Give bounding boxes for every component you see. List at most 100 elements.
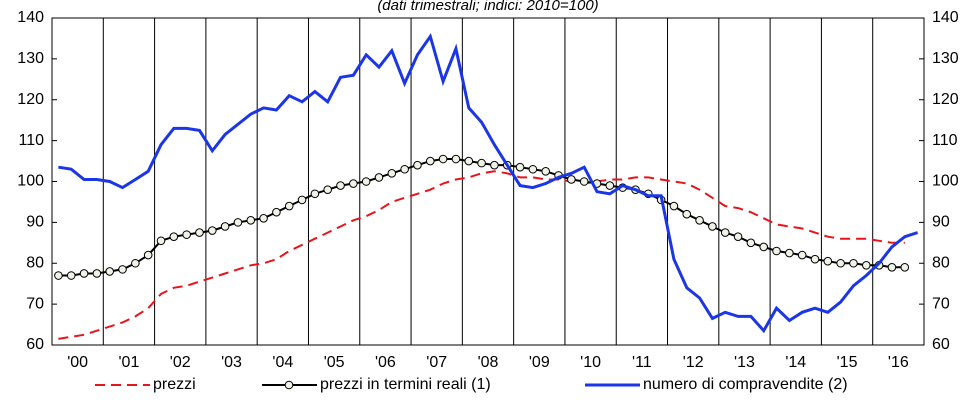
series-marker	[207, 226, 217, 235]
legend-label: prezzi in termini reali (1)	[320, 376, 491, 393]
series-marker	[490, 160, 499, 170]
series-marker	[720, 228, 730, 237]
series-marker	[579, 177, 589, 186]
series-line	[58, 158, 905, 277]
plot-frame	[51, 17, 925, 346]
series-marker	[605, 181, 615, 190]
x-tick-label: '02	[170, 354, 191, 371]
series-marker	[746, 238, 756, 248]
y-tick-label: 80	[26, 254, 44, 271]
series-marker	[464, 156, 474, 166]
series-marker	[92, 269, 102, 278]
legend-label: numero di compravendite (2)	[643, 376, 848, 393]
series-marker	[259, 213, 268, 223]
y-tick-label: 90	[26, 214, 44, 231]
x-tick-label: '04	[272, 354, 293, 371]
series-marker	[797, 250, 807, 260]
series-marker	[143, 250, 153, 260]
series-marker	[361, 177, 371, 186]
y-tick-label: 100	[17, 173, 44, 190]
y2-tick-label: 80	[932, 254, 950, 271]
series-marker	[682, 209, 692, 219]
x-tick-label: '01	[119, 354, 140, 371]
x-tick-label: '11	[632, 354, 652, 371]
x-tick-label: '10	[580, 354, 601, 371]
x-tick-label: '00	[67, 354, 88, 371]
series-marker	[451, 154, 461, 164]
y2-tick-label: 140	[932, 9, 959, 26]
series-marker	[323, 185, 333, 194]
series-marker	[772, 246, 781, 256]
series-marker	[374, 173, 384, 182]
series-marker	[284, 201, 294, 211]
x-tick-label: '13	[734, 354, 755, 371]
series-marker	[54, 271, 63, 280]
x-tick-label: '05	[324, 354, 345, 371]
legend-label: prezzi	[153, 376, 196, 393]
y2-tick-label: 120	[932, 91, 959, 108]
y2-tick-label: 70	[932, 295, 950, 312]
x-tick-label: '06	[375, 354, 396, 371]
y2-tick-label: 60	[932, 336, 950, 353]
series-marker	[900, 263, 910, 272]
series-marker	[246, 216, 256, 225]
series-marker	[438, 154, 448, 164]
series-marker	[195, 228, 204, 237]
series-marker	[387, 169, 397, 178]
y-tick-label: 130	[17, 50, 44, 67]
y-tick-label: 60	[26, 336, 44, 353]
series-marker	[297, 195, 307, 205]
series-marker	[118, 265, 127, 274]
series-line	[58, 32, 919, 334]
series-marker	[272, 207, 281, 217]
series-marker	[477, 158, 486, 168]
legend-marker	[284, 380, 294, 390]
x-tick-label: '14	[785, 354, 806, 371]
series-marker	[861, 260, 871, 270]
series-marker	[541, 166, 551, 176]
y-tick-label: 110	[18, 132, 44, 149]
series-marker	[810, 254, 820, 264]
series-line	[58, 170, 905, 340]
y2-tick-label: 100	[932, 173, 959, 190]
x-tick-label: '03	[221, 354, 242, 371]
chart-subtitle: (dati trimestrali; indici: 2010=100)	[377, 0, 598, 14]
y2-tick-label: 130	[932, 50, 959, 67]
x-tick-label: '09	[529, 354, 550, 371]
x-tick-label: '15	[837, 354, 858, 371]
series-marker	[79, 269, 89, 278]
y-tick-label: 70	[26, 295, 44, 312]
series-marker	[785, 248, 794, 258]
series-marker	[836, 258, 845, 268]
series-marker	[169, 232, 179, 241]
series-marker	[233, 218, 243, 227]
series-marker	[131, 258, 140, 268]
x-tick-label: '16	[888, 354, 909, 371]
series-marker	[823, 256, 833, 266]
series-marker	[400, 164, 409, 174]
series-marker	[105, 267, 115, 276]
series-marker	[669, 201, 679, 211]
x-tick-label: '12	[683, 354, 704, 371]
y-tick-label: 140	[17, 9, 44, 26]
series-marker	[425, 156, 435, 166]
x-tick-label: '08	[478, 354, 499, 371]
series-marker	[66, 271, 76, 280]
series-marker	[759, 242, 769, 252]
series-marker	[887, 263, 897, 272]
series-marker	[156, 236, 166, 246]
series-marker	[182, 230, 191, 239]
y2-tick-label: 110	[932, 132, 958, 149]
series-marker	[336, 181, 345, 190]
series-marker	[733, 232, 743, 241]
x-tick-label: '07	[426, 354, 447, 371]
series-marker	[528, 164, 538, 174]
series-marker	[849, 258, 858, 268]
y2-tick-label: 90	[932, 214, 950, 231]
series-marker	[567, 175, 576, 184]
series-marker	[220, 222, 230, 231]
series-marker	[708, 222, 717, 231]
series-marker	[349, 179, 358, 188]
series-marker	[413, 160, 422, 170]
